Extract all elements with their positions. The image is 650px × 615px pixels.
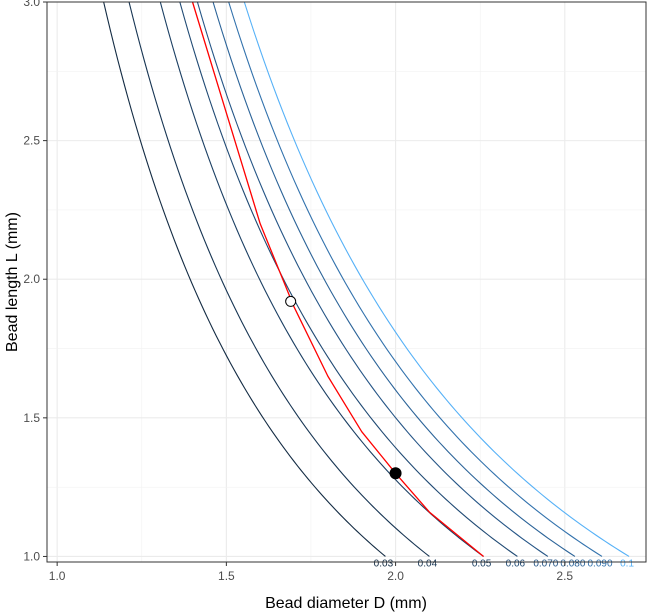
contour-label: 0.1 xyxy=(620,558,634,569)
contour-line-0.080 xyxy=(212,1,576,557)
x-tick-label: 1.5 xyxy=(218,569,235,583)
y-tick-label: 1.5 xyxy=(23,411,40,425)
x-tick-label: 1.0 xyxy=(49,569,66,583)
x-axis-title: Bead diameter D (mm) xyxy=(265,595,427,612)
contour-label: 0.080 xyxy=(560,558,585,569)
contour-label: 0.06 xyxy=(506,558,526,569)
contour-line-0.03 xyxy=(103,1,386,557)
contour-label: 0.04 xyxy=(418,558,438,569)
red-curve-group xyxy=(191,1,484,557)
red-curve xyxy=(191,1,484,557)
contour-line-0.070 xyxy=(196,1,549,557)
contour-label: 0.070 xyxy=(533,558,558,569)
contour-label-group: 0.03 0.04 0.05 0.06 0.070 0.080 0.090 0.1 xyxy=(374,558,635,569)
open-circle-marker xyxy=(285,295,297,307)
y-tick-label: 3.0 xyxy=(23,0,40,9)
y-axis-title: Bead length L (mm) xyxy=(4,212,21,352)
y-axis-ticks: 1.0 1.5 2.0 2.5 3.0 xyxy=(23,0,47,563)
x-axis-ticks: 1.0 1.5 2.0 2.5 xyxy=(49,562,573,583)
contour-line-0.06 xyxy=(179,1,518,557)
contour-line-0.04 xyxy=(128,1,430,557)
marker-group xyxy=(285,295,402,480)
panel-border xyxy=(46,1,647,563)
filled-circle-marker xyxy=(389,467,402,480)
y-tick-label: 2.5 xyxy=(23,134,40,148)
contour-label: 0.090 xyxy=(587,558,612,569)
contour-label: 0.03 xyxy=(374,558,394,569)
y-tick-label: 1.0 xyxy=(23,549,40,563)
contour-label: 0.05 xyxy=(472,558,492,569)
contour-line-0.1 xyxy=(243,1,630,557)
x-tick-label: 2.5 xyxy=(556,569,573,583)
x-tick-label: 2.0 xyxy=(387,569,404,583)
y-tick-label: 2.0 xyxy=(23,272,40,286)
contour-line-0.090 xyxy=(228,1,603,557)
